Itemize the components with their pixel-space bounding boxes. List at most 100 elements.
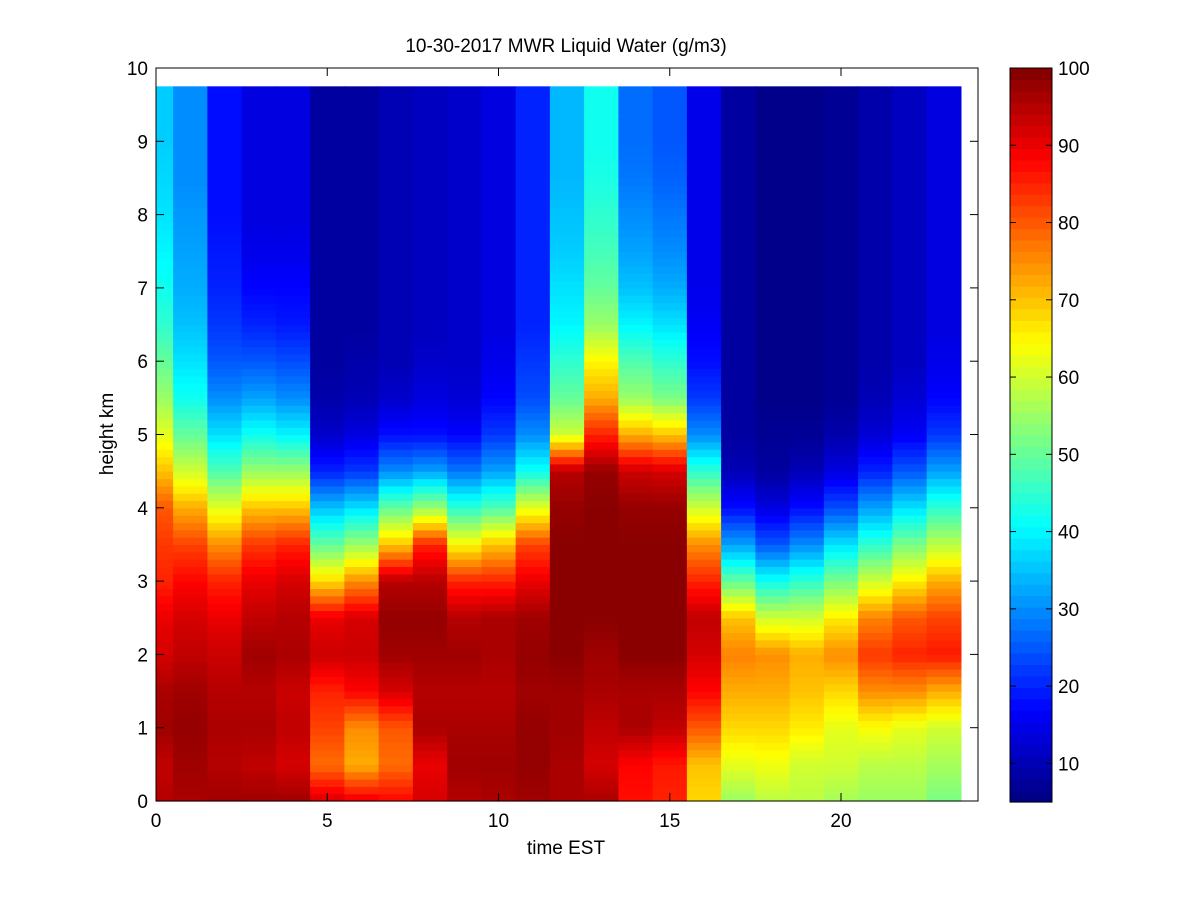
heatmap-cell	[156, 529, 174, 538]
heatmap-cell	[344, 427, 380, 436]
heatmap-cell	[618, 251, 654, 260]
heatmap-cell	[447, 713, 482, 721]
heatmap-cell	[652, 295, 688, 304]
heatmap-cell	[549, 595, 585, 604]
heatmap-cell	[584, 258, 619, 267]
heatmap-cell	[344, 302, 380, 311]
heatmap-cell	[447, 353, 482, 362]
heatmap-cell	[378, 544, 414, 553]
heatmap-cell	[686, 515, 722, 524]
heatmap-cell	[447, 617, 482, 626]
heatmap-cell	[481, 661, 517, 670]
heatmap-cell	[652, 207, 688, 216]
heatmap-cell	[173, 265, 208, 274]
heatmap-cell	[789, 779, 825, 787]
heatmap-cell	[652, 742, 688, 751]
heatmap-cell	[481, 507, 517, 516]
heatmap-cell	[721, 185, 756, 194]
heatmap-cell	[173, 280, 208, 289]
heatmap-cell	[823, 698, 859, 707]
heatmap-cell	[173, 141, 208, 150]
heatmap-cell	[207, 771, 243, 780]
heatmap-cell	[156, 434, 174, 443]
heatmap-cell	[686, 419, 722, 428]
heatmap-cell	[686, 713, 722, 721]
heatmap-cell	[412, 141, 448, 150]
heatmap-cell	[275, 463, 311, 472]
heatmap-cell	[858, 346, 893, 355]
heatmap-cell	[447, 471, 482, 480]
heatmap-cell	[481, 639, 517, 648]
heatmap-cell	[378, 185, 414, 194]
colorbar-segment	[1010, 182, 1052, 195]
colorbar-segment	[1010, 779, 1052, 792]
heatmap-cell	[481, 713, 517, 721]
heatmap-cell	[926, 595, 962, 604]
heatmap-cell	[858, 177, 893, 186]
heatmap-cell	[926, 317, 962, 326]
heatmap-cell	[926, 713, 962, 721]
heatmap-cell	[207, 625, 243, 634]
heatmap-cell	[412, 199, 448, 208]
heatmap-cell	[378, 361, 414, 370]
heatmap-cell	[618, 119, 654, 128]
heatmap-cell	[275, 764, 311, 773]
heatmap-cell	[721, 632, 756, 641]
heatmap-cell	[755, 229, 791, 238]
heatmap-cell	[892, 698, 928, 707]
heatmap-cell	[618, 610, 654, 619]
heatmap-cell	[412, 280, 448, 289]
heatmap-cell	[892, 478, 928, 487]
heatmap-cell	[515, 148, 551, 157]
heatmap-cell	[241, 757, 277, 765]
heatmap-cell	[156, 163, 174, 172]
heatmap-cell	[823, 295, 859, 304]
heatmap-cell	[173, 221, 208, 230]
heatmap-cell	[173, 434, 208, 443]
heatmap-cell	[515, 383, 551, 392]
heatmap-cell	[618, 185, 654, 194]
heatmap-cell	[755, 441, 791, 450]
heatmap-cell	[584, 559, 619, 568]
heatmap-cell	[515, 471, 551, 480]
heatmap-cell	[892, 273, 928, 282]
heatmap-cell	[515, 742, 551, 751]
heatmap-cell	[378, 155, 414, 164]
heatmap-cell	[207, 632, 243, 641]
heatmap-cell	[447, 515, 482, 524]
heatmap-cell	[447, 793, 482, 802]
heatmap-cell	[789, 119, 825, 128]
heatmap-cell	[241, 93, 277, 98]
heatmap-cell	[755, 243, 791, 252]
heatmap-cell	[652, 786, 688, 795]
heatmap-cell	[584, 537, 619, 546]
heatmap-cell	[412, 89, 448, 95]
heatmap-cell	[412, 647, 448, 655]
heatmap-cell	[584, 617, 619, 626]
heatmap-cell	[241, 309, 277, 318]
heatmap-cell	[755, 126, 791, 135]
heatmap-cell	[926, 243, 962, 252]
heatmap-cell	[173, 529, 208, 538]
heatmap-cell	[549, 221, 585, 230]
heatmap-cell	[378, 427, 414, 436]
colorbar-tick-label: 50	[1058, 445, 1079, 466]
heatmap-cell	[344, 654, 380, 663]
heatmap-cell	[892, 500, 928, 509]
heatmap-cell	[481, 786, 517, 795]
heatmap-cell	[789, 742, 825, 751]
heatmap-cell	[378, 419, 414, 428]
heatmap-cell	[207, 698, 243, 707]
heatmap-cell	[412, 500, 448, 509]
heatmap-cell	[858, 793, 893, 802]
heatmap-cell	[858, 199, 893, 208]
heatmap-cell	[515, 779, 551, 787]
heatmap-cell	[755, 258, 791, 267]
heatmap-cell	[823, 735, 859, 743]
heatmap-cell	[858, 280, 893, 289]
colorbar-segment	[1010, 148, 1052, 161]
heatmap-cell	[823, 500, 859, 509]
heatmap-cell	[207, 581, 243, 590]
colorbar-segment	[1010, 446, 1052, 459]
heatmap-cell	[241, 566, 277, 575]
